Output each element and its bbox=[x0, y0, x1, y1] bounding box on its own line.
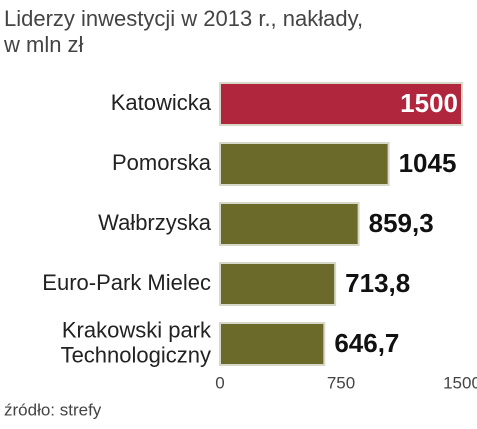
category-label: Katowicka bbox=[111, 90, 212, 115]
bar bbox=[219, 82, 463, 126]
value-label: 859,3 bbox=[369, 208, 434, 238]
category-label: Krakowski park Technologiczny bbox=[61, 317, 212, 367]
category-label: Euro-Park Mielec bbox=[42, 270, 211, 295]
source-note: źródło: strefy bbox=[4, 400, 102, 419]
x-tick-label: 750 bbox=[327, 373, 355, 392]
bar bbox=[219, 262, 337, 306]
value-label: 646,7 bbox=[334, 328, 399, 358]
chart-title: Liderzy inwestycji w 2013 r., nakłady, w … bbox=[3, 6, 363, 57]
bar bbox=[219, 142, 390, 186]
x-tick-label: 0 bbox=[215, 373, 224, 392]
value-label: 1500 bbox=[400, 88, 458, 118]
x-tick-label: 1500 bbox=[443, 373, 477, 392]
category-label: Wałbrzyska bbox=[98, 210, 212, 235]
category-label: Pomorska bbox=[112, 150, 212, 175]
bar bbox=[219, 202, 360, 246]
bar bbox=[219, 322, 326, 366]
value-label: 1045 bbox=[399, 148, 457, 178]
value-label: 713,8 bbox=[345, 268, 410, 298]
